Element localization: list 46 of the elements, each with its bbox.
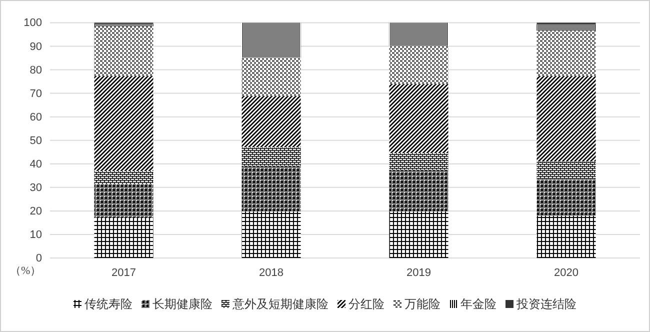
- bar: [242, 166, 301, 212]
- bar: [389, 211, 448, 258]
- x-tick-label: 2017: [112, 266, 136, 279]
- bar: [536, 30, 596, 76]
- bar: [389, 46, 448, 84]
- bar: [242, 147, 301, 166]
- y-tick-label: 20: [30, 205, 42, 218]
- y-tick-label: 60: [30, 111, 42, 124]
- x-tick-label: 2018: [259, 266, 284, 279]
- y-tick-label: 100: [24, 17, 42, 30]
- bar: [536, 162, 596, 180]
- bar: [536, 76, 596, 162]
- y-tick-label: 90: [30, 40, 42, 53]
- y-tick-label: 70: [30, 88, 42, 100]
- bar: [94, 184, 154, 218]
- y-tick-label: 50: [30, 134, 42, 147]
- y-axis-title: （%）: [10, 265, 42, 277]
- bar: [242, 211, 301, 258]
- legend-label: 意外及短期健康险: [232, 297, 328, 311]
- bar: [536, 179, 596, 216]
- y-tick-label: 0: [36, 252, 42, 265]
- bar: [536, 24, 596, 31]
- y-tick-label: 10: [30, 228, 42, 241]
- legend-label: 万能险: [404, 297, 440, 311]
- bar: [389, 153, 448, 170]
- bar: [94, 170, 154, 184]
- y-tick-label: 30: [30, 182, 42, 194]
- bar: [389, 170, 448, 212]
- bar: [389, 84, 448, 154]
- x-tick-label: 2019: [406, 266, 431, 279]
- y-tick-label: 40: [30, 158, 42, 170]
- bar: [242, 58, 301, 96]
- bar: [389, 22, 448, 46]
- bar: [536, 216, 596, 258]
- legend-label: 长期健康险: [152, 297, 212, 311]
- bar: [242, 22, 301, 58]
- bar: [94, 76, 154, 171]
- legend-label: 年金险: [460, 297, 496, 311]
- x-tick-label: 2020: [554, 266, 578, 279]
- legend-label: 传统寿险: [84, 297, 132, 311]
- legend-label: 投资连结险: [516, 297, 576, 311]
- y-tick-label: 80: [30, 64, 42, 76]
- bar: [242, 96, 301, 148]
- legend-label: 分红险: [348, 297, 384, 311]
- bar: [94, 26, 154, 76]
- bar: [94, 218, 154, 258]
